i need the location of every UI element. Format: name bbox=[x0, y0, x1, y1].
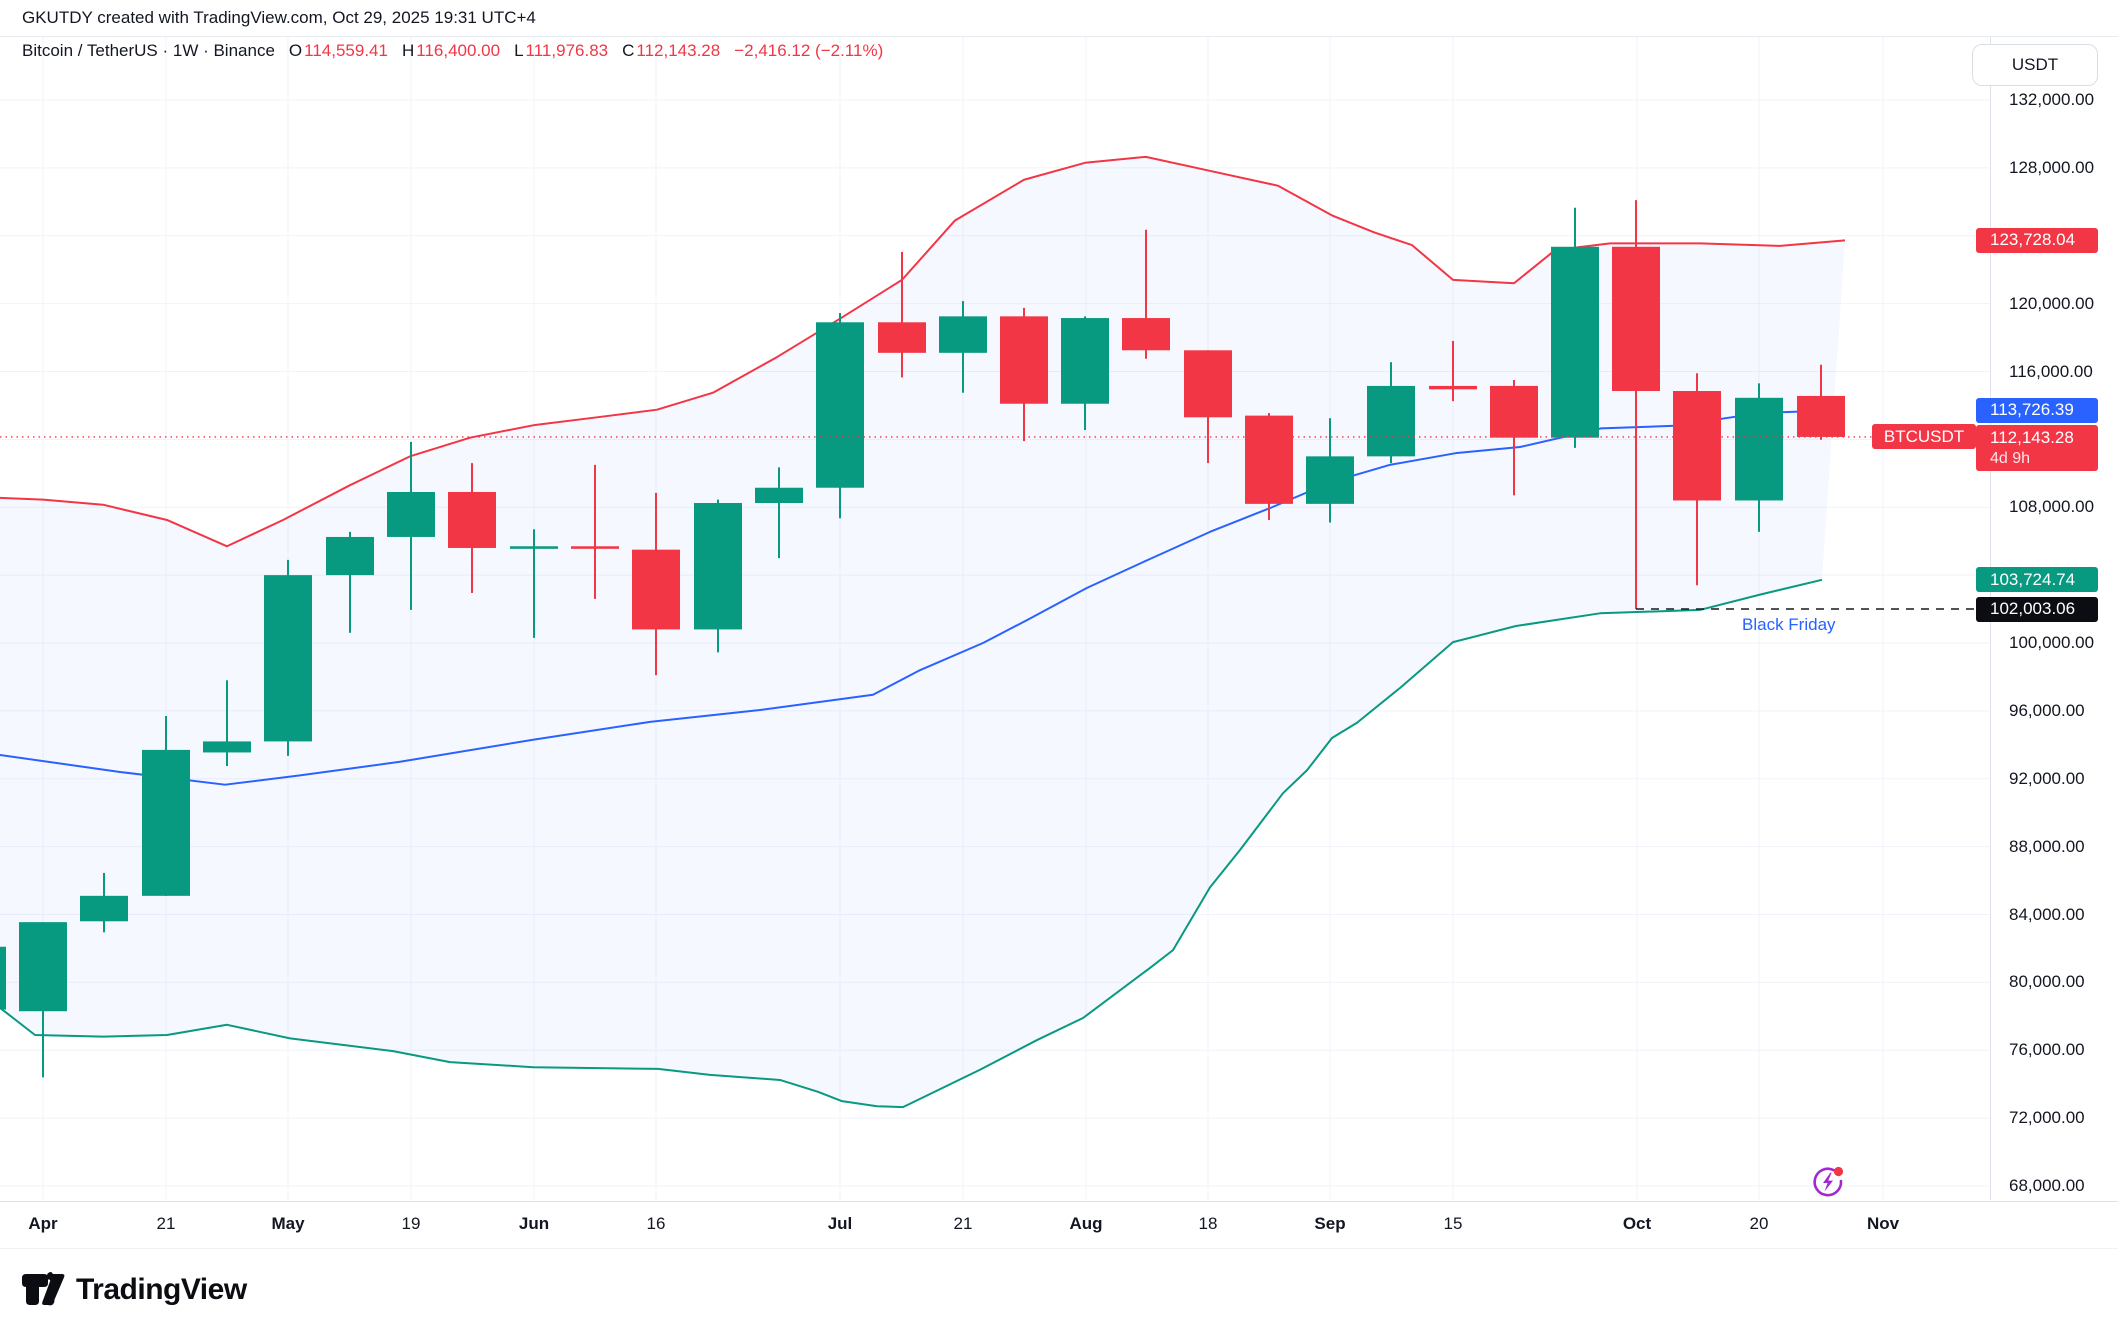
lightning-alert-icon[interactable] bbox=[1808, 1162, 1848, 1207]
tradingview-logo[interactable]: TradingView bbox=[20, 1272, 247, 1308]
price-scale-tick: 80,000.00 bbox=[2009, 972, 2085, 992]
ohlc-open: O 114,559.41 bbox=[288, 41, 388, 60]
price-scale-tick: 88,000.00 bbox=[2009, 836, 2085, 856]
black-friday-level-price-label: 102,003.06 bbox=[1976, 596, 2098, 622]
header-divider bbox=[0, 36, 2118, 37]
basis-price-label: 113,726.39 bbox=[1976, 397, 2098, 423]
bollinger-basis-line bbox=[0, 409, 1839, 786]
candles-layer bbox=[0, 200, 1845, 1078]
price-scale-tick: 76,000.00 bbox=[2009, 1040, 2085, 1060]
price-scale-tick: 96,000.00 bbox=[2009, 700, 2085, 720]
price-scale-tick: 116,000.00 bbox=[2009, 361, 2093, 381]
time-axis-tick: Aug bbox=[1069, 1214, 1103, 1233]
time-axis-tick: Jun bbox=[518, 1214, 550, 1233]
price-scale-tick: 92,000.00 bbox=[2009, 768, 2085, 788]
symbol-tag-label: BTCUSDT bbox=[1872, 424, 1976, 450]
price-scale-tick: 120,000.00 bbox=[2009, 293, 2095, 313]
tradingview-logo-text: TradingView bbox=[76, 1273, 247, 1306]
price-scale-tick: 128,000.00 bbox=[2009, 157, 2095, 177]
time-axis-tick: 20 bbox=[1749, 1214, 1769, 1233]
change-value: −2,416.12 (−2.11%) bbox=[734, 41, 884, 60]
upper-band-price-label: 123,728.04 bbox=[1976, 227, 2098, 253]
ohlc-close: C 112,143.28 bbox=[622, 41, 721, 60]
time-axis-tick: 21 bbox=[156, 1214, 176, 1233]
bollinger-upper-line bbox=[0, 155, 1846, 548]
time-axis-tick: Sep bbox=[1314, 1214, 1346, 1233]
time-axis-tick: 18 bbox=[1198, 1214, 1218, 1233]
time-axis-tick: 15 bbox=[1443, 1214, 1463, 1233]
tradingview-logo-glyph bbox=[22, 1272, 65, 1306]
time-axis-tick: 19 bbox=[401, 1214, 421, 1233]
price-scale-tick: 72,000.00 bbox=[2009, 1108, 2085, 1128]
time-axis-tick: 16 bbox=[646, 1214, 666, 1233]
bollinger-lower-line bbox=[0, 578, 1823, 1109]
ohlc-high: H 116,400.00 bbox=[401, 41, 501, 60]
time-axis-tick: 21 bbox=[953, 1214, 973, 1233]
time-axis-tick: Oct bbox=[1622, 1214, 1652, 1233]
price-scale-tick: 132,000.00 bbox=[2009, 90, 2095, 109]
last-price-price-label: 112,143.28 4d 9h bbox=[1976, 424, 2098, 471]
time-axis-tick: May bbox=[271, 1214, 305, 1233]
price-scale-tick: 108,000.00 bbox=[2009, 497, 2095, 517]
ohlc-low: L 111,976.83 bbox=[514, 41, 609, 60]
price-scale-tick: 68,000.00 bbox=[2009, 1176, 2085, 1195]
time-axis-tick: Nov bbox=[1866, 1214, 1900, 1233]
watermark-credit: GKUTDY created with TradingView.com, Oct… bbox=[22, 8, 536, 27]
currency-toggle-button[interactable]: USDT bbox=[1972, 44, 2098, 86]
black-friday-annotation[interactable]: Black Friday bbox=[1742, 615, 1836, 634]
symbol-ohlc-bar[interactable]: Bitcoin / TetherUS · 1W · Binance O 114,5… bbox=[22, 39, 883, 63]
symbol-title[interactable]: Bitcoin / TetherUS · 1W · Binance bbox=[22, 41, 275, 60]
price-scale-tick: 84,000.00 bbox=[2009, 904, 2085, 924]
chart-canvas[interactable] bbox=[0, 0, 2118, 1201]
time-axis-tick: Jul bbox=[827, 1214, 853, 1233]
time-axis[interactable]: Apr 21 May 19 Jun 16 Jul 21 Aug 18 Sep 15 Oct 20 Nov bbox=[0, 1201, 2118, 1249]
lower-band-price-label: 103,724.74 bbox=[1976, 567, 2098, 593]
price-scale-tick: 100,000.00 bbox=[2009, 633, 2095, 652]
time-axis-tick: Apr bbox=[28, 1214, 58, 1233]
